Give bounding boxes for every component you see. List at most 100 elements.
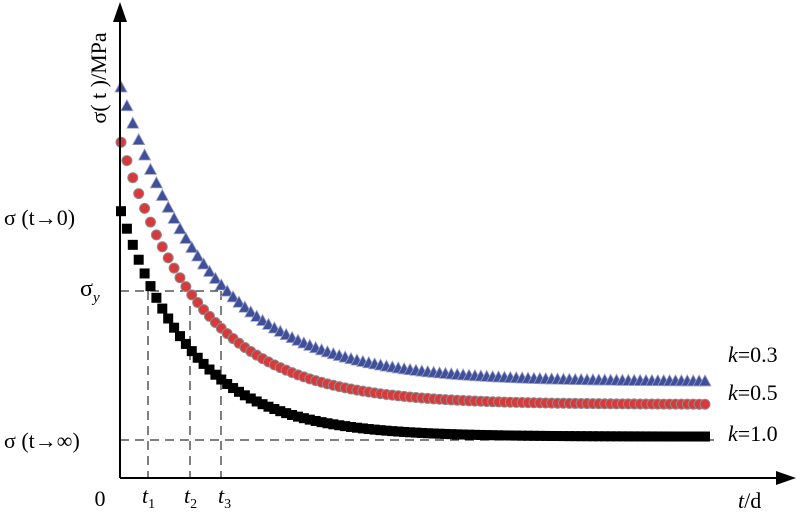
y-axis-label: σ( t )/MPa xyxy=(86,32,111,124)
data-point-square xyxy=(287,409,298,420)
data-point-square xyxy=(251,396,262,407)
data-point-circle xyxy=(156,241,168,253)
data-point-square xyxy=(629,431,640,442)
data-point-square xyxy=(346,421,357,432)
data-point-square xyxy=(239,390,250,401)
data-point-square xyxy=(641,431,652,442)
data-point-square xyxy=(505,430,516,441)
data-point-square xyxy=(186,346,197,357)
data-point-square xyxy=(664,431,675,442)
data-point-square xyxy=(334,420,345,431)
data-point-square xyxy=(369,424,380,435)
x-axis-arrow xyxy=(776,471,796,485)
data-point-circle xyxy=(192,297,204,309)
data-point-square xyxy=(228,383,239,394)
data-point-square xyxy=(523,430,534,441)
x-tick-label-t1: t1 xyxy=(142,483,155,512)
data-point-square xyxy=(646,431,657,442)
data-point-triangle xyxy=(244,305,258,318)
origin-label: 0 xyxy=(95,486,106,511)
data-point-square xyxy=(405,427,416,438)
data-point-square xyxy=(304,414,315,425)
data-point-square xyxy=(422,428,433,439)
data-point-triangle xyxy=(220,284,234,297)
data-point-square xyxy=(328,419,339,430)
data-point-square xyxy=(357,423,368,434)
data-point-triangle xyxy=(137,148,152,161)
data-point-triangle xyxy=(214,278,228,291)
data-point-triangle xyxy=(232,295,246,308)
data-point-square xyxy=(387,426,398,437)
data-point-triangle xyxy=(173,221,187,235)
data-point-square xyxy=(652,431,663,442)
data-point-square xyxy=(558,431,569,442)
series-label-k05: k=0.5 xyxy=(728,380,778,405)
series-triangle xyxy=(114,80,712,387)
data-point-circle xyxy=(168,262,180,274)
data-point-square xyxy=(458,429,469,440)
x-tick-label-t2: t2 xyxy=(184,483,197,512)
y-tick-label-sigma-y: σy xyxy=(80,276,100,306)
data-point-square xyxy=(475,429,486,440)
data-point-circle xyxy=(133,188,145,200)
data-point-circle xyxy=(144,216,156,228)
data-point-square xyxy=(623,431,634,442)
series-label-k03: k=0.3 xyxy=(728,342,778,367)
data-point-square xyxy=(340,421,351,432)
data-point-circle xyxy=(699,398,711,410)
data-point-triangle xyxy=(126,116,140,129)
data-point-square xyxy=(416,427,427,438)
data-point-square xyxy=(570,431,581,442)
data-point-square xyxy=(658,431,669,442)
data-point-square xyxy=(605,431,616,442)
data-point-square xyxy=(582,431,593,442)
data-point-square xyxy=(257,399,268,410)
data-point-square xyxy=(127,239,138,250)
data-point-circle xyxy=(180,281,192,293)
data-point-square xyxy=(617,431,628,442)
data-point-square xyxy=(263,401,274,412)
data-point-square xyxy=(564,431,575,442)
x-tick-label-t3: t3 xyxy=(218,483,231,512)
y-tick-label-sigma-inf: σ (t→∞) xyxy=(4,428,80,453)
data-point-triangle xyxy=(191,249,205,262)
data-point-triangle xyxy=(185,240,199,253)
data-point-triangle xyxy=(155,188,169,201)
data-point-square xyxy=(546,430,557,441)
data-point-circle xyxy=(139,202,151,214)
data-point-square xyxy=(469,429,480,440)
data-point-square xyxy=(670,431,681,442)
data-point-square xyxy=(517,430,528,441)
data-point-square xyxy=(375,425,386,436)
data-point-square xyxy=(587,431,598,442)
data-point-square xyxy=(351,422,362,433)
data-point-square xyxy=(151,292,162,303)
data-point-square xyxy=(269,404,280,415)
data-point-square xyxy=(511,430,522,441)
data-point-circle xyxy=(174,272,186,284)
data-point-square xyxy=(552,431,563,442)
data-point-square xyxy=(157,303,168,314)
data-point-square xyxy=(292,411,303,422)
data-point-triangle xyxy=(202,264,217,277)
data-point-square xyxy=(322,418,333,429)
data-point-square xyxy=(434,428,445,439)
data-point-square xyxy=(204,364,215,375)
data-point-triangle xyxy=(196,257,211,270)
y-tick-label-sigma-t0: σ (t→0) xyxy=(4,205,75,230)
data-point-square xyxy=(593,431,604,442)
data-point-triangle xyxy=(143,162,158,175)
data-point-square xyxy=(452,429,463,440)
data-point-square xyxy=(174,331,185,342)
data-point-triangle xyxy=(226,290,240,303)
data-point-square xyxy=(534,430,545,441)
data-point-square xyxy=(393,426,404,437)
data-point-square xyxy=(245,393,256,404)
data-point-square xyxy=(192,352,203,363)
data-point-square xyxy=(216,374,227,385)
data-point-square xyxy=(487,430,498,441)
data-point-square xyxy=(493,430,504,441)
data-point-circle xyxy=(150,229,162,241)
data-point-square xyxy=(499,430,510,441)
data-point-circle xyxy=(121,155,133,167)
